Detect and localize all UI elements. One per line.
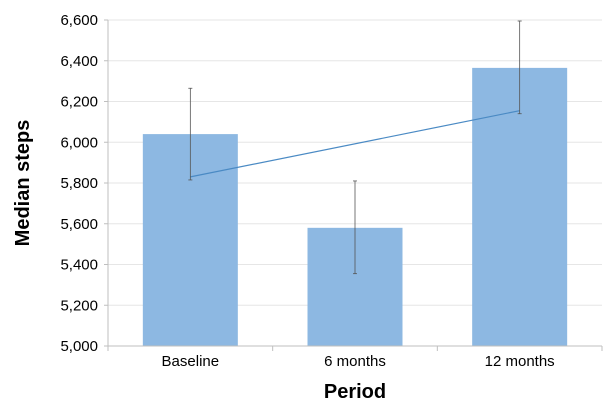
trend-line: [190, 110, 520, 178]
y-axis-title: Median steps: [12, 120, 34, 247]
y-tick-label: 5,400: [60, 257, 98, 274]
x-tick-label: 12 months: [485, 353, 555, 370]
error-bars: [188, 20, 522, 275]
axes: [104, 19, 603, 351]
y-tick-label: 6,400: [60, 53, 98, 70]
x-axis-title: Period: [324, 381, 386, 403]
bar-3: [472, 67, 568, 346]
y-tick-label: 6,200: [60, 94, 98, 111]
y-tick-label: 6,000: [60, 134, 98, 151]
y-tick-label: 5,000: [60, 338, 98, 355]
x-tick-label: 6 months: [324, 353, 386, 370]
y-tick-label: 6,600: [60, 12, 98, 29]
y-tick-label: 5,200: [60, 297, 98, 314]
y-tick-label: 5,800: [60, 175, 98, 192]
x-tick-labels: Baseline 6 months 12 months: [162, 353, 555, 370]
y-tick-labels: 5,000 5,200 5,400 5,600 5,800 6,000 6,200 6,400…: [60, 12, 98, 355]
trend-line-group: [190, 110, 520, 178]
y-tick-label: 5,600: [60, 216, 98, 233]
bars: [142, 67, 568, 346]
x-tick-label: Baseline: [162, 353, 220, 370]
